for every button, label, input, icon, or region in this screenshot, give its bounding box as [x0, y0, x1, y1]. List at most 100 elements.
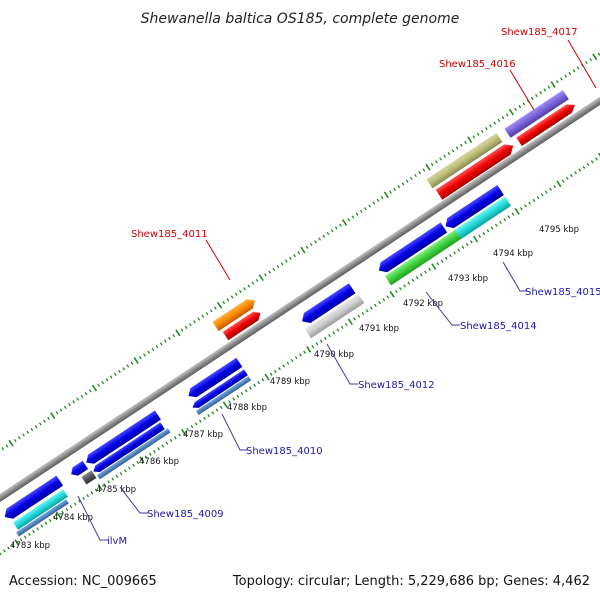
- minor-tick: [293, 253, 296, 258]
- inner-tick-row: [0, 152, 600, 556]
- gene-steel-reverse-a[interactable]: [16, 499, 69, 537]
- gene-red-forward-4011[interactable]: [222, 309, 264, 341]
- minor-tick: [169, 438, 173, 443]
- minor-tick: [493, 121, 497, 125]
- minor-tick: [489, 124, 492, 128]
- minor-tick: [251, 281, 255, 285]
- track-area: [0, 42, 600, 557]
- minor-tick: [72, 400, 75, 404]
- gene-blue-reverse-4012[interactable]: [299, 283, 356, 326]
- minor-tick: [47, 416, 50, 421]
- minor-tick: [422, 168, 426, 172]
- minor-tick: [105, 378, 109, 382]
- minor-tick: [132, 463, 135, 467]
- gene-dark-reverse[interactable]: [81, 470, 97, 485]
- leader-4016: [509, 69, 535, 111]
- tick-label: 4790 kbp: [314, 350, 354, 360]
- minor-tick: [415, 276, 419, 280]
- gene-steel-reverse-4010[interactable]: [195, 376, 252, 416]
- gene-label-shew185-4009[interactable]: Shew185_4009: [147, 509, 224, 520]
- minor-tick: [236, 394, 240, 398]
- minor-tick: [311, 345, 315, 349]
- minor-tick: [524, 204, 527, 208]
- gene-cyan-reverse-4015[interactable]: [454, 196, 512, 239]
- minor-tick: [226, 298, 230, 302]
- minor-tick: [278, 367, 281, 371]
- minor-tick: [30, 427, 34, 432]
- minor-tick: [257, 380, 261, 385]
- minor-tick: [5, 444, 9, 448]
- minor-tick: [326, 231, 330, 236]
- minor-tick: [314, 240, 317, 244]
- gene-cyan-reverse-a[interactable]: [13, 489, 69, 530]
- gene-red-forward-4017[interactable]: [516, 101, 577, 146]
- minor-tick: [1, 447, 5, 451]
- leader-4014: [425, 291, 460, 326]
- gene-gray-reverse-4012[interactable]: [304, 293, 365, 339]
- gene-red-forward-4016[interactable]: [435, 141, 517, 200]
- minor-tick: [393, 187, 397, 191]
- minor-tick: [411, 278, 415, 283]
- major-tick: [8, 439, 14, 447]
- gene-blue-reverse-4013[interactable]: [376, 222, 448, 276]
- gene-steel-reverse-4009[interactable]: [96, 428, 171, 480]
- gene-green-reverse-4014[interactable]: [384, 220, 475, 286]
- gene-label-shew185-4016[interactable]: Shew185_4016: [439, 59, 516, 70]
- gene-blue-reverse-4010[interactable]: [185, 357, 243, 401]
- minor-tick: [339, 223, 342, 227]
- minor-tick: [578, 168, 582, 172]
- gene-purple-forward-4017[interactable]: [504, 90, 569, 138]
- gene-label-shew185-4014[interactable]: Shew185_4014: [460, 321, 537, 332]
- major-tick: [383, 191, 389, 199]
- gene-label-shew185-4010[interactable]: Shew185_4010: [246, 446, 323, 457]
- minor-tick: [123, 469, 127, 473]
- major-tick: [347, 318, 354, 326]
- gene-label-shew185-4015[interactable]: Shew185_4015: [525, 287, 600, 298]
- minor-tick: [401, 182, 405, 186]
- minor-tick: [144, 455, 148, 459]
- minor-tick: [595, 157, 598, 161]
- minor-tick: [514, 107, 517, 111]
- minor-tick: [461, 245, 465, 249]
- gene-label-shew185-4011[interactable]: Shew185_4011: [131, 229, 208, 240]
- map-title: Shewanella baltica OS185, complete genom…: [141, 11, 460, 27]
- major-tick: [216, 301, 223, 309]
- minor-tick: [280, 262, 284, 266]
- minor-tick: [522, 102, 526, 106]
- gene-blue-reverse-4015[interactable]: [442, 184, 504, 231]
- gene-olive-forward-4016[interactable]: [426, 132, 503, 189]
- leader-ilvm: [77, 495, 108, 541]
- minor-tick: [53, 516, 56, 520]
- minor-tick: [472, 135, 476, 139]
- minor-tick: [186, 427, 190, 432]
- minor-tick: [419, 273, 423, 277]
- minor-tick: [536, 196, 540, 200]
- minor-tick: [290, 358, 294, 363]
- gene-blue-reverse-4009b[interactable]: [91, 422, 165, 474]
- minor-tick: [193, 320, 196, 324]
- minor-tick: [119, 471, 123, 476]
- minor-tick: [494, 223, 498, 227]
- minor-tick: [73, 502, 77, 506]
- minor-tick: [449, 253, 452, 258]
- minor-tick: [13, 438, 17, 443]
- gene-blue-reverse-a[interactable]: [1, 475, 64, 522]
- minor-tick: [159, 342, 163, 346]
- gene-blue-reverse-small[interactable]: [68, 460, 89, 479]
- gene-label-shew185-4012[interactable]: Shew185_4012: [358, 380, 435, 391]
- minor-tick: [568, 71, 572, 76]
- minor-tick: [407, 281, 411, 285]
- gene-orange-forward[interactable]: [212, 296, 258, 332]
- gene-blue-reverse-4010b[interactable]: [191, 369, 248, 410]
- minor-tick: [197, 317, 201, 321]
- gene-label-shew185-4017[interactable]: Shew185_4017: [501, 27, 578, 38]
- minor-tick: [272, 267, 276, 272]
- minor-tick: [201, 314, 205, 318]
- gene-label-ilvm[interactable]: ilvM: [107, 536, 127, 547]
- minor-tick: [111, 477, 115, 481]
- gene-blue-reverse-4009[interactable]: [83, 410, 161, 467]
- minor-tick: [555, 80, 559, 84]
- minor-tick: [511, 212, 515, 216]
- minor-tick: [147, 350, 151, 354]
